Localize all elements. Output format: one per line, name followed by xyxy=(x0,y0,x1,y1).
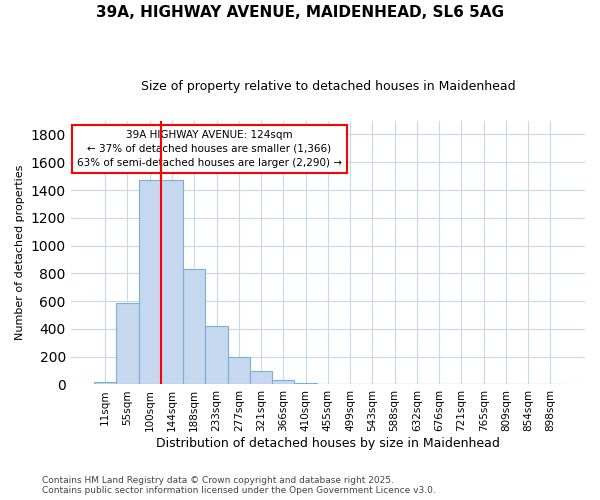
Title: Size of property relative to detached houses in Maidenhead: Size of property relative to detached ho… xyxy=(140,80,515,93)
X-axis label: Distribution of detached houses by size in Maidenhead: Distribution of detached houses by size … xyxy=(156,437,500,450)
Bar xyxy=(161,180,183,384)
Bar xyxy=(250,370,272,384)
Bar xyxy=(139,180,161,384)
Bar xyxy=(295,383,317,384)
Bar xyxy=(227,356,250,384)
Bar xyxy=(183,269,205,384)
Text: 39A HIGHWAY AVENUE: 124sqm
← 37% of detached houses are smaller (1,366)
63% of s: 39A HIGHWAY AVENUE: 124sqm ← 37% of deta… xyxy=(77,130,342,168)
Bar xyxy=(116,303,139,384)
Text: 39A, HIGHWAY AVENUE, MAIDENHEAD, SL6 5AG: 39A, HIGHWAY AVENUE, MAIDENHEAD, SL6 5AG xyxy=(96,5,504,20)
Y-axis label: Number of detached properties: Number of detached properties xyxy=(15,165,25,340)
Bar xyxy=(205,326,227,384)
Text: Contains HM Land Registry data © Crown copyright and database right 2025.
Contai: Contains HM Land Registry data © Crown c… xyxy=(42,476,436,495)
Bar xyxy=(272,380,295,384)
Bar xyxy=(94,382,116,384)
